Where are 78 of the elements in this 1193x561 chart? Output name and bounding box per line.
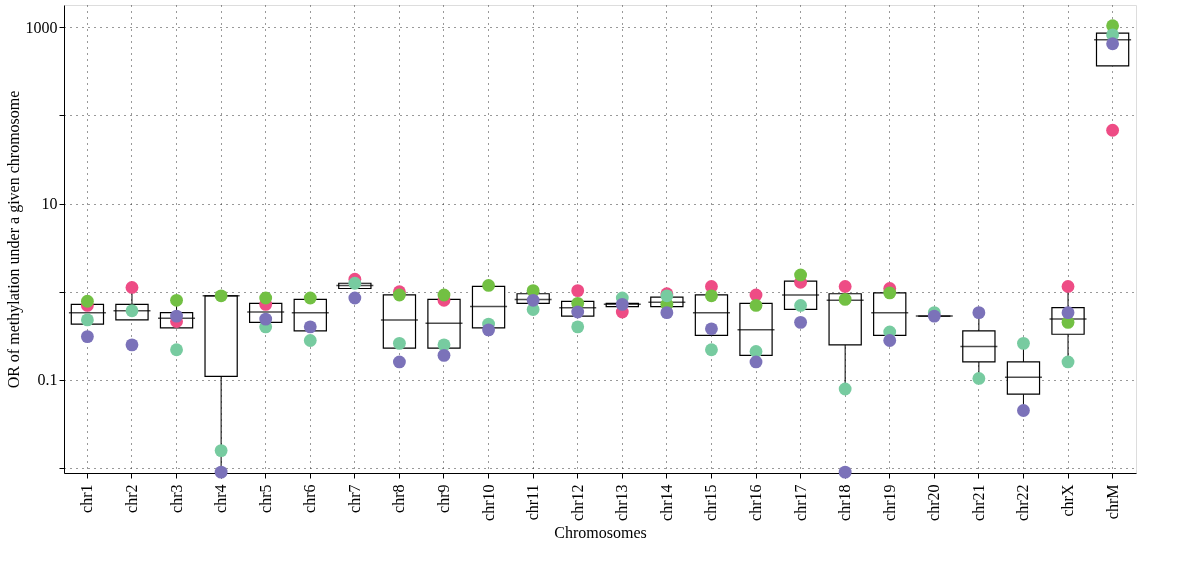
point — [303, 291, 317, 305]
point — [883, 286, 897, 300]
y-axis-title: OR of methylation under a given chromosome — [4, 90, 23, 389]
x-tick-label: chr4 — [212, 484, 230, 513]
x-tick-label: chr11 — [524, 484, 542, 521]
point — [1017, 404, 1030, 417]
x-tick-label: chr22 — [1014, 484, 1032, 521]
point — [749, 345, 763, 358]
x-tick-label: chr2 — [122, 484, 140, 513]
x-tick-label: chr16 — [747, 484, 765, 521]
point — [749, 355, 763, 369]
point — [392, 355, 406, 369]
x-axis-title: Chromosomes — [554, 523, 647, 541]
point — [972, 306, 986, 320]
point — [125, 338, 139, 352]
point — [437, 348, 451, 362]
point — [972, 372, 986, 385]
point — [749, 299, 763, 312]
point — [660, 306, 674, 320]
point — [214, 465, 228, 479]
x-tick-label: chr7 — [345, 484, 363, 513]
point — [838, 280, 852, 293]
x-tick-label: chr18 — [836, 484, 854, 521]
x-tick-label: chr13 — [613, 484, 631, 521]
y-tick-label: 0.1 — [37, 371, 58, 389]
point — [1061, 355, 1075, 369]
point — [482, 323, 495, 337]
point — [482, 279, 495, 292]
point — [125, 281, 139, 294]
point — [214, 444, 228, 457]
point — [259, 291, 273, 305]
y-tick-label: 1000 — [25, 18, 58, 36]
point — [883, 334, 897, 347]
x-tick-label: chr3 — [167, 484, 185, 513]
point — [214, 289, 228, 303]
point — [526, 293, 540, 307]
point — [170, 343, 183, 357]
point — [705, 343, 718, 357]
x-tick-label: chr21 — [969, 484, 987, 521]
x-tick-label: chr19 — [880, 484, 898, 521]
point — [615, 297, 629, 311]
x-tick-label: chr5 — [256, 484, 274, 513]
x-tick-label: chr6 — [301, 484, 319, 513]
x-tick-label: chr1 — [78, 484, 96, 513]
point — [437, 288, 451, 302]
point — [1106, 123, 1120, 137]
point — [571, 284, 585, 298]
y-tick-label: 10 — [41, 195, 58, 213]
point — [392, 336, 406, 350]
x-tick-label: chr17 — [791, 484, 809, 521]
point — [1061, 306, 1075, 320]
point — [303, 334, 317, 347]
point — [571, 320, 585, 334]
x-tick-label: chr14 — [657, 484, 675, 521]
point — [838, 382, 852, 396]
point — [348, 276, 362, 290]
point — [838, 465, 852, 479]
point — [794, 315, 808, 329]
x-tick-label: chr12 — [568, 484, 586, 521]
x-tick-label: chr8 — [390, 484, 408, 513]
point — [1061, 280, 1075, 293]
x-tick-label: chr10 — [479, 484, 497, 521]
point — [705, 322, 718, 336]
point — [80, 330, 94, 344]
x-tick-label: chr9 — [434, 484, 452, 513]
point — [794, 299, 808, 312]
point — [303, 320, 317, 334]
x-tick-label: chrM — [1103, 484, 1121, 520]
x-tick-label: chrX — [1059, 484, 1077, 517]
point — [80, 294, 94, 308]
point — [170, 293, 183, 307]
x-tick-label: chr20 — [925, 484, 943, 521]
point — [705, 289, 718, 303]
point — [348, 291, 362, 305]
x-tick-label: chr15 — [702, 484, 720, 521]
point — [794, 268, 808, 282]
point — [1017, 336, 1030, 350]
point — [838, 292, 852, 306]
